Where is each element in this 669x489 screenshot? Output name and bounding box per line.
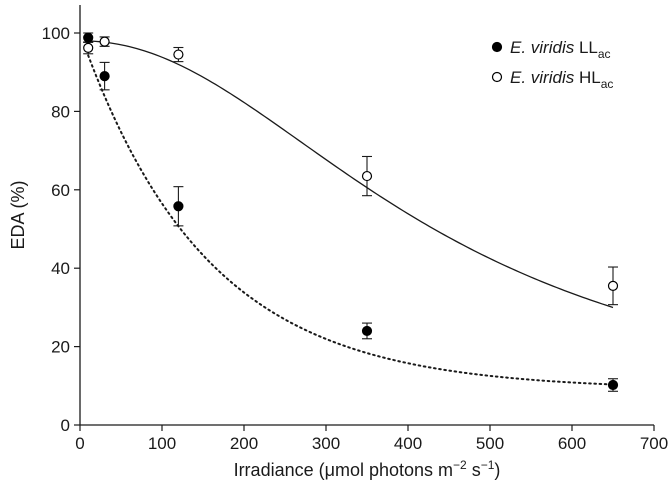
data-point-ll [83,32,94,43]
x-tick-label: 200 [230,434,258,453]
data-point-ll [173,201,184,212]
x-tick-label: 600 [558,434,586,453]
data-point-hl [99,36,110,47]
data-point-hl [361,170,373,182]
y-tick-label: 0 [61,416,70,435]
legend-entry-ll: E. viridis LLac [491,38,611,61]
x-tick-label: 300 [312,434,340,453]
fit-line-hl [88,40,614,309]
data-point-ll [607,379,619,391]
y-tick-label: 80 [51,102,70,121]
fit-line-ll [87,54,614,386]
y-tick-label: 100 [42,24,70,43]
legend-marker-hl [491,71,503,83]
data-point-hl [607,280,619,291]
data-point-hl [173,49,184,60]
fit-lines [87,40,614,386]
axes [79,5,654,426]
legend-marker-ll [491,41,503,53]
data-point-hl [83,42,94,53]
legend-label-hl: E. viridis HLac [510,68,613,91]
ticks: 0 100 200 300 400 500 600 700 0 20 40 60 80 100 [42,24,669,453]
legend: E. viridis LLac E. viridis HLac [491,38,613,91]
x-axis-title: Irradiance (μmol photons m−2 s−1) [234,458,501,480]
y-axis-title: EDA (%) [8,180,28,249]
data-point-ll [361,325,373,337]
y-tick-label: 40 [51,259,70,278]
legend-entry-hl: E. viridis HLac [491,68,613,91]
legend-label-ll: E. viridis LLac [510,38,611,61]
x-tick-label: 400 [394,434,422,453]
x-tick-label: 700 [640,434,668,453]
data-point-ll [99,71,110,82]
y-tick-label: 20 [51,338,70,357]
x-tick-label: 100 [148,434,176,453]
points [83,32,619,391]
x-tick-label: 0 [75,434,84,453]
x-tick-label: 500 [476,434,504,453]
y-tick-label: 60 [51,181,70,200]
